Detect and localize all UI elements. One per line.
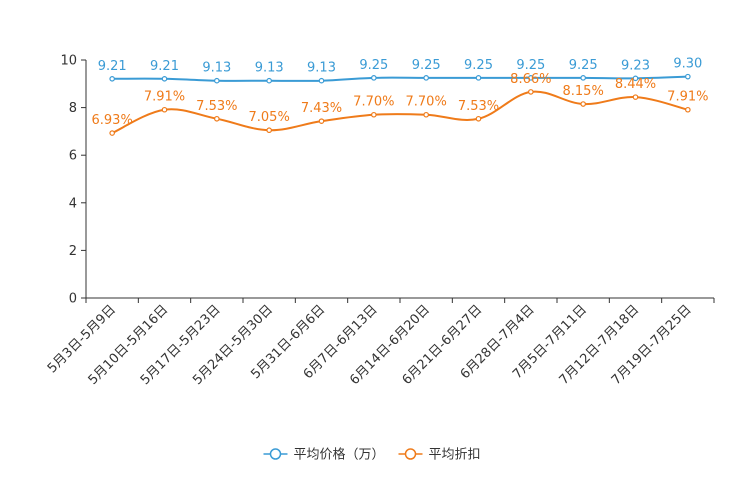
data-point: [423, 111, 429, 118]
data-label: 9.25: [359, 58, 388, 73]
legend-label: 平均价格（万）: [293, 447, 384, 463]
data-point: [371, 111, 377, 118]
legend: 平均价格（万） 平均折扣: [263, 447, 481, 463]
data-point: [580, 75, 586, 81]
data-label: 9.13: [202, 61, 231, 76]
y-tick-label: 10: [60, 54, 77, 69]
data-point: [580, 101, 586, 107]
y-tick-label: 0: [69, 292, 77, 307]
series-line: [111, 90, 689, 134]
data-label: 9.25: [412, 58, 441, 73]
data-point: [423, 75, 429, 81]
y-tick-label: 2: [69, 244, 77, 259]
y-tick-label: 4: [69, 196, 77, 211]
data-label: 9.23: [621, 58, 650, 73]
data-point: [318, 77, 325, 84]
data-point: [685, 106, 691, 113]
data-point: [528, 75, 534, 81]
data-point: [632, 94, 639, 100]
y-tick-label: 8: [69, 101, 77, 116]
data-point: [266, 127, 272, 134]
data-label: 9.21: [98, 59, 127, 74]
series-line: [112, 75, 688, 82]
data-point: [685, 73, 691, 80]
data-point: [214, 77, 220, 84]
data-label: 9.13: [255, 61, 284, 76]
data-label: 7.70%: [406, 95, 447, 110]
legend-label: 平均折扣: [429, 448, 481, 463]
legend-marker-icon: [404, 448, 417, 460]
data-point: [266, 77, 272, 84]
data-label: 7.53%: [196, 99, 237, 114]
data-label: 9.21: [150, 59, 179, 74]
legend-marker-icon: [269, 448, 282, 460]
data-point: [214, 115, 220, 122]
data-label: 7.53%: [458, 99, 499, 114]
data-label: 9.25: [569, 58, 598, 73]
data-point: [318, 118, 325, 124]
data-label: 7.91%: [144, 90, 185, 105]
data-label: 9.30: [673, 57, 702, 72]
data-point: [475, 75, 482, 81]
data-point: [161, 76, 168, 82]
data-label: 6.93%: [92, 113, 133, 128]
data-label: 8.66%: [510, 72, 551, 87]
data-point: [161, 106, 168, 113]
data-label: 9.25: [516, 58, 545, 73]
data-label: 9.13: [307, 61, 336, 76]
legend-item: 平均折扣: [398, 448, 481, 463]
data-label: 9.25: [464, 58, 493, 73]
series-1: 9.21 9.21 9.13 9.13 9.13 9.25 9.25 9.25 9.25 9.25…: [98, 57, 702, 84]
data-label: 7.43%: [301, 101, 342, 116]
data-point: [632, 75, 639, 82]
data-label: 8.15%: [563, 84, 604, 99]
data-label: 7.91%: [667, 90, 708, 105]
data-label: 8.44%: [615, 77, 656, 92]
data-point: [371, 75, 377, 81]
data-point: [109, 76, 115, 82]
data-point: [475, 115, 482, 122]
data-label: 7.70%: [353, 95, 394, 110]
legend-item: 平均价格（万）: [263, 447, 385, 463]
data-point: [109, 130, 115, 136]
data-label: 7.05%: [249, 110, 290, 125]
data-point: [528, 89, 534, 95]
series-2: 6.93% 7.91% 7.53% 7.05% 7.43% 7.70% 7.70% 7.53%…: [92, 72, 708, 136]
y-tick-label: 6: [69, 149, 77, 164]
